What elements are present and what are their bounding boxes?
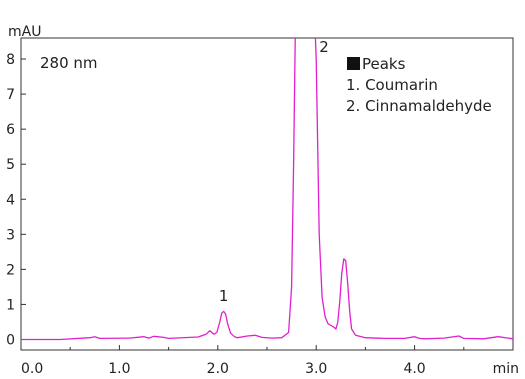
legend-marker [347, 57, 360, 70]
labels-group: 12 [219, 38, 329, 305]
peak-label-2: 2 [319, 38, 329, 56]
y-tick-label: 8 [6, 52, 15, 68]
wavelength-annotation: 280 nm [40, 54, 98, 72]
y-tick-label: 3 [6, 227, 15, 243]
x-tick-label: 2.0 [207, 361, 229, 377]
x-tick-label: 0.0 [21, 361, 43, 377]
legend-item-cinnamaldehyde: 2. Cinnamaldehyde [346, 97, 492, 115]
y-tick-label: 6 [6, 122, 15, 138]
y-axis-unit-label: mAU [8, 24, 41, 40]
legend-item-coumarin: 1. Coumarin [346, 76, 438, 94]
x-tick-label: 1.0 [108, 361, 130, 377]
y-tick-label: 7 [6, 87, 15, 103]
x-tick-label: 4.0 [403, 361, 425, 377]
legend: Peaks 1. Coumarin 2. Cinnamaldehyde [346, 55, 492, 115]
peak-label-1: 1 [219, 287, 229, 305]
chromatogram-trace [21, 38, 513, 341]
y-tick-label: 2 [6, 262, 15, 278]
y-tick-label: 4 [6, 192, 15, 208]
x-tick-label: 3.0 [305, 361, 327, 377]
y-tick-label: 0 [6, 332, 15, 348]
x-axis-unit-label: min [493, 361, 519, 377]
trace-group [21, 38, 513, 341]
plot-frame [20, 37, 514, 351]
y-tick-label: 5 [6, 157, 15, 173]
legend-title: Peaks [362, 55, 406, 73]
y-tick-label: 1 [6, 297, 15, 313]
